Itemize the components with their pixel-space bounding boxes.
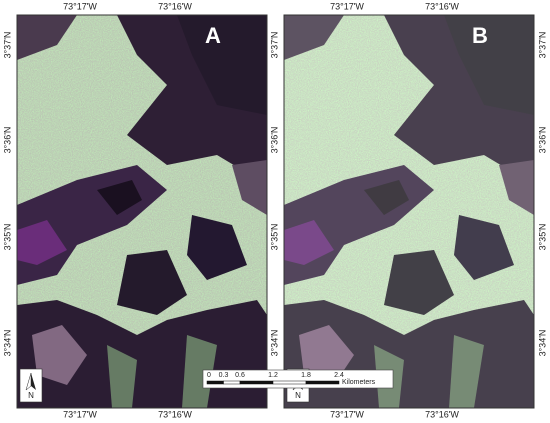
- scale-bar-tick-label: 1.8: [301, 372, 311, 379]
- scale-bar-segment: [272, 380, 307, 385]
- scale-bar-tick-label: 0: [207, 372, 211, 379]
- scale-bar-segment: [305, 380, 340, 385]
- latitude-label: 3°34'N: [537, 330, 547, 357]
- north-arrow-symbol: [31, 373, 36, 390]
- latitude-label: 3°37'N: [2, 32, 12, 59]
- longitude-label: 73°17'W: [330, 1, 364, 11]
- latitude-label: 3°36'N: [2, 127, 12, 154]
- north-arrow-label: N: [295, 391, 301, 400]
- north-arrow: N: [19, 368, 43, 403]
- panel-b-image: [284, 15, 534, 408]
- longitude-label: 73°16'W: [425, 409, 459, 419]
- longitude-label: 73°17'W: [63, 1, 97, 11]
- scale-bar-segment: [206, 380, 224, 385]
- latitude-label: 3°34'N: [2, 330, 12, 357]
- panel-a-image: [17, 15, 267, 408]
- latitude-label: 3°35'N: [537, 224, 547, 251]
- panel-label: A: [205, 23, 221, 48]
- scale-bar-unit: Kilometers: [342, 379, 376, 386]
- scale-bar-tick-label: 0.3: [219, 372, 229, 379]
- panel-label: B: [472, 23, 488, 48]
- longitude-label: 73°17'W: [330, 409, 364, 419]
- longitude-label: 73°16'W: [158, 1, 192, 11]
- latitude-label: 3°37'N: [269, 32, 279, 59]
- scale-bar-tick-label: 0.6: [235, 372, 245, 379]
- latitude-label: 3°36'N: [269, 127, 279, 154]
- longitude-label: 73°16'W: [425, 1, 459, 11]
- longitude-label: 73°16'W: [158, 409, 192, 419]
- panel-frame: [16, 14, 268, 409]
- scale-bar-tick-label: 1.2: [268, 372, 278, 379]
- latitude-label: 3°35'N: [269, 224, 279, 251]
- north-arrow-label: N: [28, 391, 34, 400]
- scale-bar-segment: [223, 380, 241, 385]
- latitude-label: 3°34'N: [269, 330, 279, 357]
- scale-bar-segment: [239, 380, 274, 385]
- north-arrow-symbol: [25, 372, 32, 391]
- longitude-label: 73°17'W: [63, 409, 97, 419]
- panel-frame: [283, 14, 535, 409]
- latitude-label: 3°35'N: [2, 224, 12, 251]
- scale-bar-tick-label: 2.4: [334, 372, 344, 379]
- latitude-label: 3°36'N: [537, 127, 547, 154]
- latitude-label: 3°37'N: [537, 32, 547, 59]
